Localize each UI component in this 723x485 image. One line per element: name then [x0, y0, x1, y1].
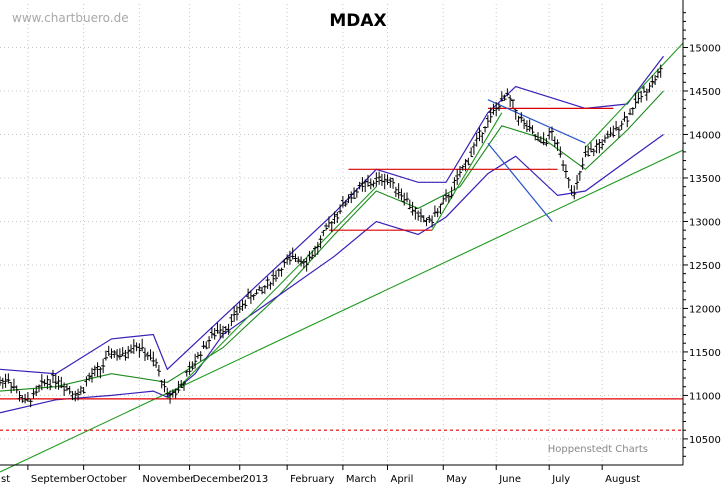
- lower-band-line: [0, 134, 664, 414]
- y-tick-label: 10500: [689, 435, 721, 446]
- y-tick-label: 14000: [689, 130, 721, 141]
- x-tick-label: October: [87, 474, 128, 485]
- x-tick-label: June: [498, 474, 521, 485]
- x-tick-label: November: [142, 474, 195, 485]
- green-trendline: [0, 149, 684, 473]
- green-trendline: [166, 186, 377, 400]
- y-tick-label: 11500: [689, 348, 721, 359]
- upper-band-line: [0, 55, 664, 375]
- downtrend-line: [487, 99, 586, 144]
- y-tick-label: 14500: [689, 87, 721, 98]
- green-trendline: [431, 112, 503, 231]
- y-tick-label: 12000: [689, 304, 721, 315]
- y-tick-label: 13500: [689, 174, 721, 185]
- x-tick-label: April: [390, 474, 413, 485]
- x-tick-label: September: [31, 474, 87, 485]
- green-trendline: [584, 42, 684, 148]
- x-tick-label: st: [1, 474, 10, 485]
- band-layer: [0, 55, 664, 414]
- x-tick-label: 2013: [243, 474, 268, 485]
- x-tick-label: July: [551, 474, 570, 485]
- y-tick-label: 15000: [689, 43, 721, 54]
- x-tick-label: March: [346, 474, 376, 485]
- x-tick-label: August: [605, 474, 640, 485]
- y-tick-label: 13000: [689, 217, 721, 228]
- chart-title: MDAX: [329, 11, 386, 31]
- downtrend-line: [487, 142, 553, 222]
- moving-average-line: [0, 90, 664, 392]
- y-tick-label: 12500: [689, 261, 721, 272]
- trendline-layer: [0, 42, 684, 473]
- source-label: Hoppenstedt Charts: [548, 444, 648, 455]
- x-tick-label: February: [290, 474, 334, 485]
- price-bar-layer: [0, 64, 663, 408]
- y-tick-label: 11000: [689, 391, 721, 402]
- x-tick-label: December: [193, 474, 246, 485]
- watermark: www.chartbuero.de: [12, 11, 129, 25]
- x-tick-label: May: [446, 474, 467, 485]
